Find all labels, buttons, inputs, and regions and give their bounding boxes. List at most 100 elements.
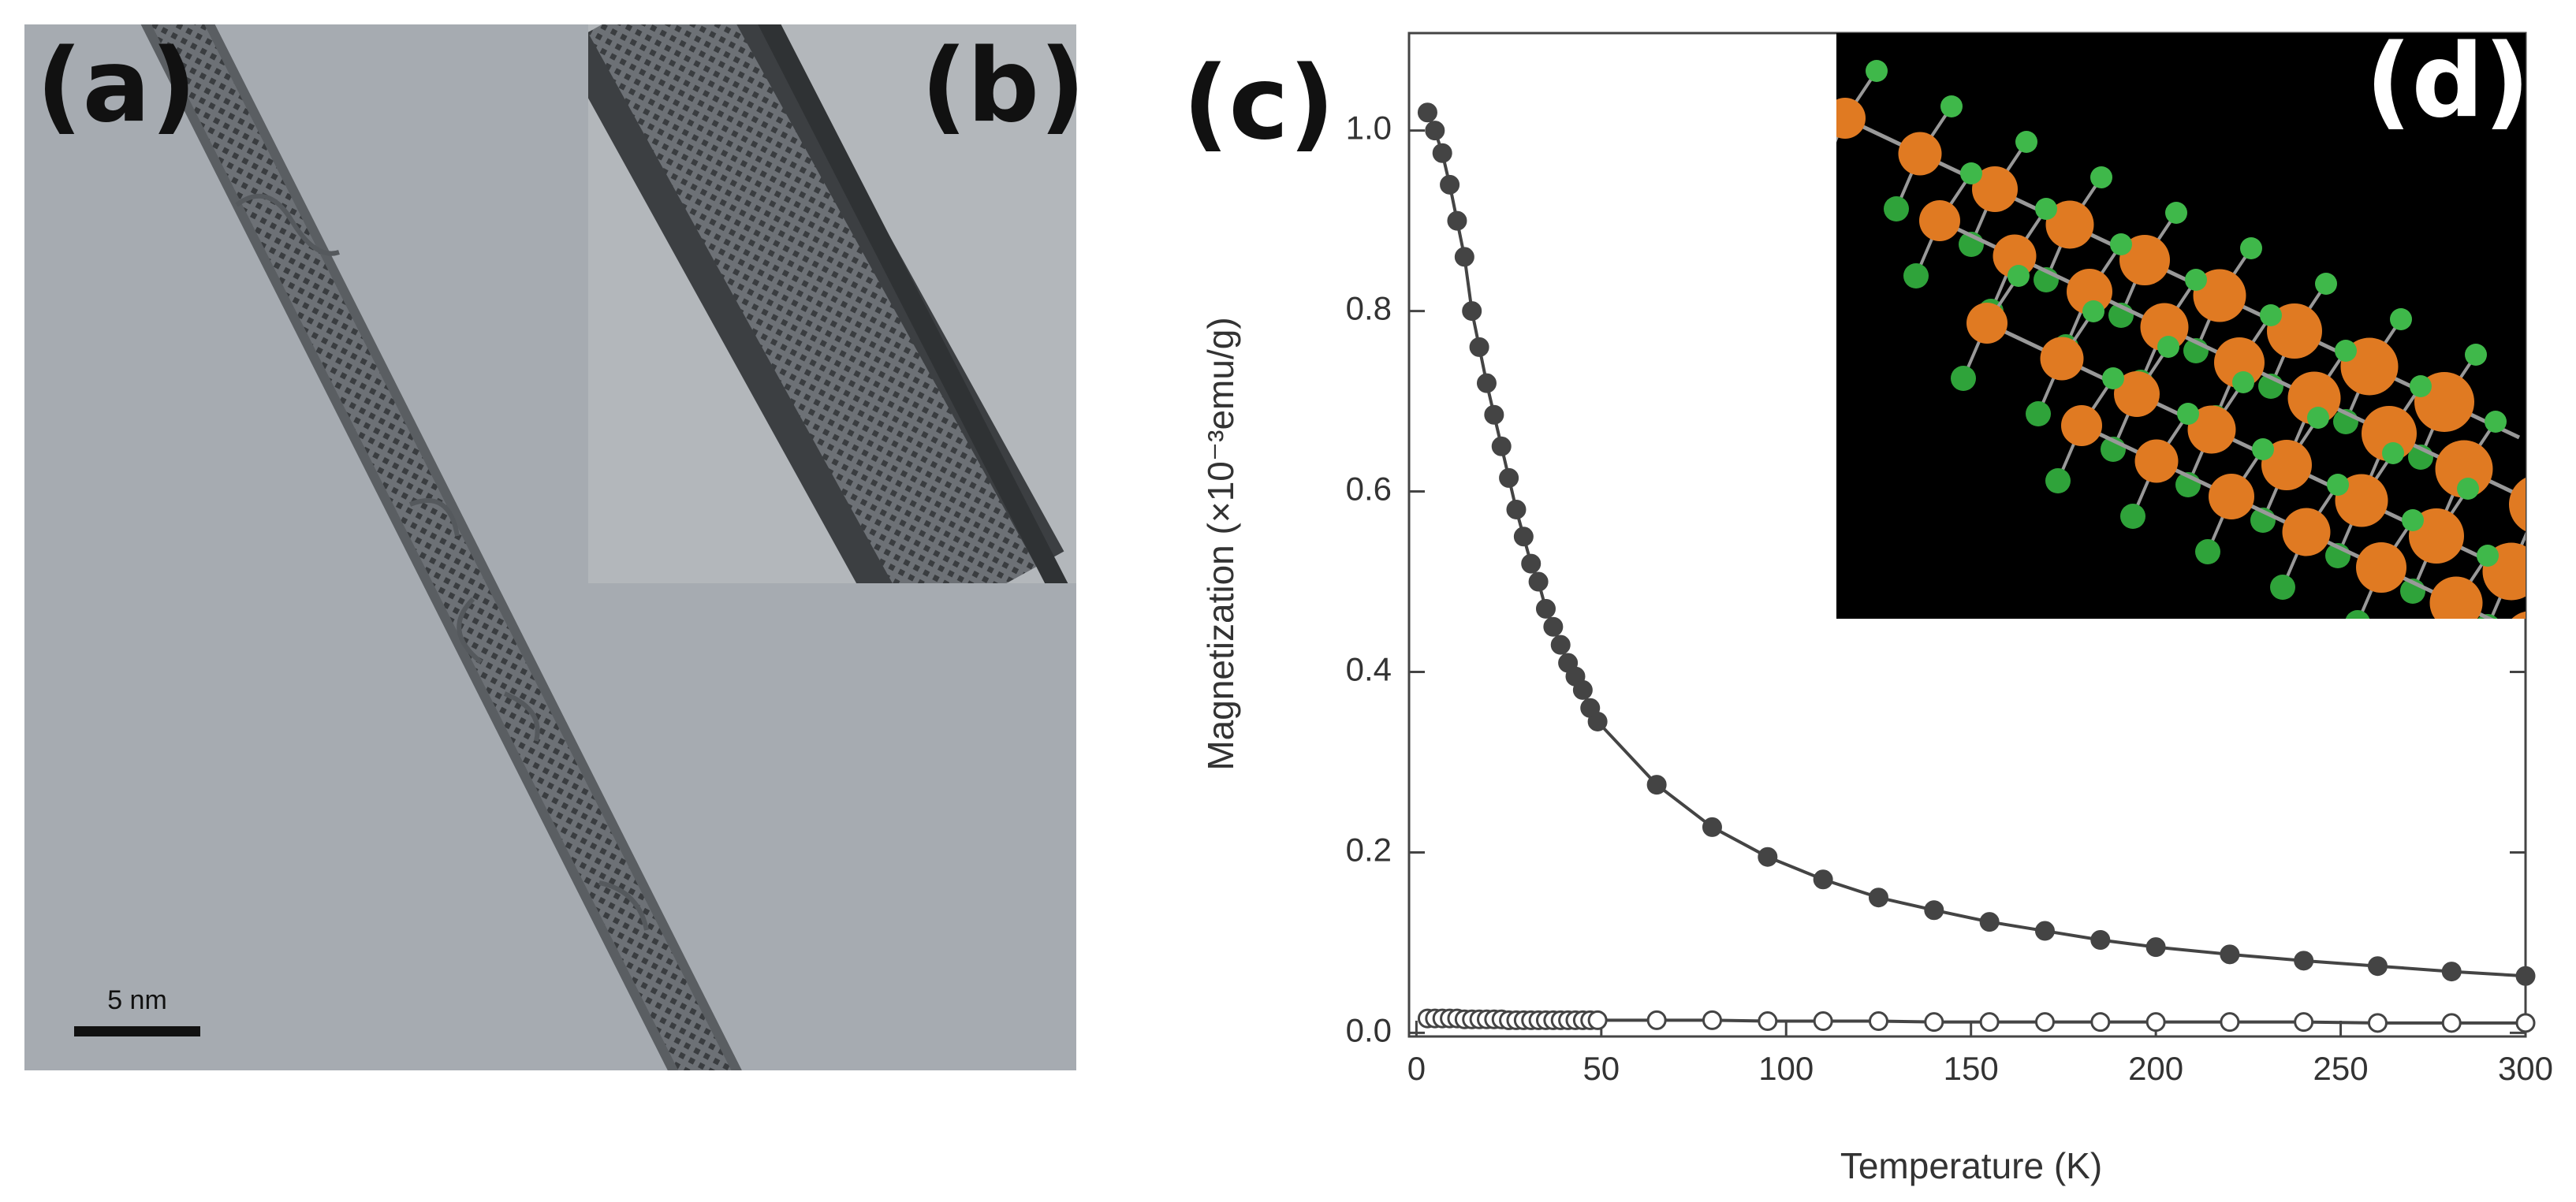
data-point [1924,900,1944,921]
green-atom [2035,198,2057,220]
bond [2531,591,2563,638]
bond [2507,638,2531,694]
data-point [2294,951,2314,971]
data-point [1758,1011,1778,1032]
x-tick-label: 0 [1407,1050,1426,1087]
data-point [1425,121,1445,141]
orange-atom [2429,576,2483,619]
green-atom [2185,269,2207,291]
x-tick-label: 250 [2313,1050,2369,1087]
data-point [2090,1012,2111,1033]
data-point [1813,869,1833,890]
orange-atom [2134,439,2179,483]
data-point [2441,1013,2462,1033]
green-atom [2270,575,2295,600]
x-tick-label: 300 [2498,1050,2553,1087]
green-atom [2177,403,2199,425]
x-tick-label: 50 [1583,1050,1620,1087]
data-point [1646,1010,1667,1030]
orange-atom [2282,508,2331,556]
green-atom [2327,474,2349,496]
data-point [1528,571,1549,592]
data-point [1868,888,1888,908]
green-atom [2532,513,2554,535]
orange-atom [2045,200,2094,249]
data-point [1758,847,1778,867]
green-atom [2402,509,2424,531]
orange-atom [1972,166,2018,212]
green-atom [2390,308,2412,330]
panel-label: (c) [1183,45,1335,162]
bond [2539,504,2576,540]
panel-label: (a) [36,28,196,145]
green-atom [2252,438,2274,460]
data-point [1454,247,1474,267]
data-point [1499,467,1519,488]
orange-atom [2356,542,2406,593]
data-point [1535,598,1556,619]
orange-atom [2435,440,2493,498]
data-point [1506,499,1527,519]
y-tick-label: 0.2 [1346,832,1392,869]
green-atom [2382,442,2404,464]
y-tick-label: 0.6 [1346,471,1392,508]
data-point [1813,1011,1833,1032]
orange-atom [1993,234,2037,278]
data-point [1702,1010,1722,1030]
orange-atom [2140,303,2189,352]
green-atom [2165,202,2187,224]
data-point [2441,962,2462,982]
data-point [2145,1012,2166,1033]
orange-atom [2114,371,2160,417]
green-atom [2120,504,2145,529]
orange-atom [2067,269,2112,314]
green-atom [2015,131,2037,153]
green-atom [2110,233,2132,255]
green-atom [2465,344,2487,366]
data-point [1521,553,1541,574]
data-point [1924,1012,1944,1033]
x-axis-label: Temperature (K) [1840,1145,2102,1186]
x-tick-label: 100 [1758,1050,1814,1087]
green-atom [2007,265,2030,287]
y-tick-label: 0.4 [1346,651,1392,688]
green-atom [2559,446,2576,468]
green-atom [2090,166,2112,188]
green-atom [2157,336,2179,358]
data-point [2515,966,2536,986]
orange-atom [2040,337,2084,381]
scale-bar-label: 5 nm [107,985,167,1015]
data-point [2145,937,2166,958]
data-point [1469,337,1489,357]
crystal-structure-inset [1836,33,2576,694]
green-atom [2552,580,2574,602]
data-point [2220,1012,2240,1033]
green-atom [1951,366,1976,391]
data-point [2294,1012,2314,1033]
green-atom [2457,478,2479,500]
x-tick-label: 200 [2128,1050,2183,1087]
data-point [1440,174,1460,195]
data-point [2367,1013,2388,1033]
green-atom [2410,375,2432,397]
data-point [1646,775,1667,795]
scale-bar [74,1026,200,1036]
data-point [1979,912,2000,932]
green-atom [2335,340,2357,362]
green-atom [2315,273,2337,295]
orange-atom [2261,440,2312,490]
data-point [1447,210,1467,231]
tem-inset [588,24,1076,583]
data-point [1587,711,1608,731]
orange-atom [1898,132,1942,176]
green-atom [2307,407,2329,429]
green-atom [1866,60,1888,82]
green-atom [2477,545,2499,567]
y-tick-label: 0.8 [1346,290,1392,327]
y-tick-label: 0.0 [1346,1012,1392,1049]
data-point [1543,616,1564,637]
data-point [2034,921,2055,941]
orange-atom [1966,303,2007,344]
green-atom [2102,367,2124,389]
orange-atom [1836,98,1866,139]
